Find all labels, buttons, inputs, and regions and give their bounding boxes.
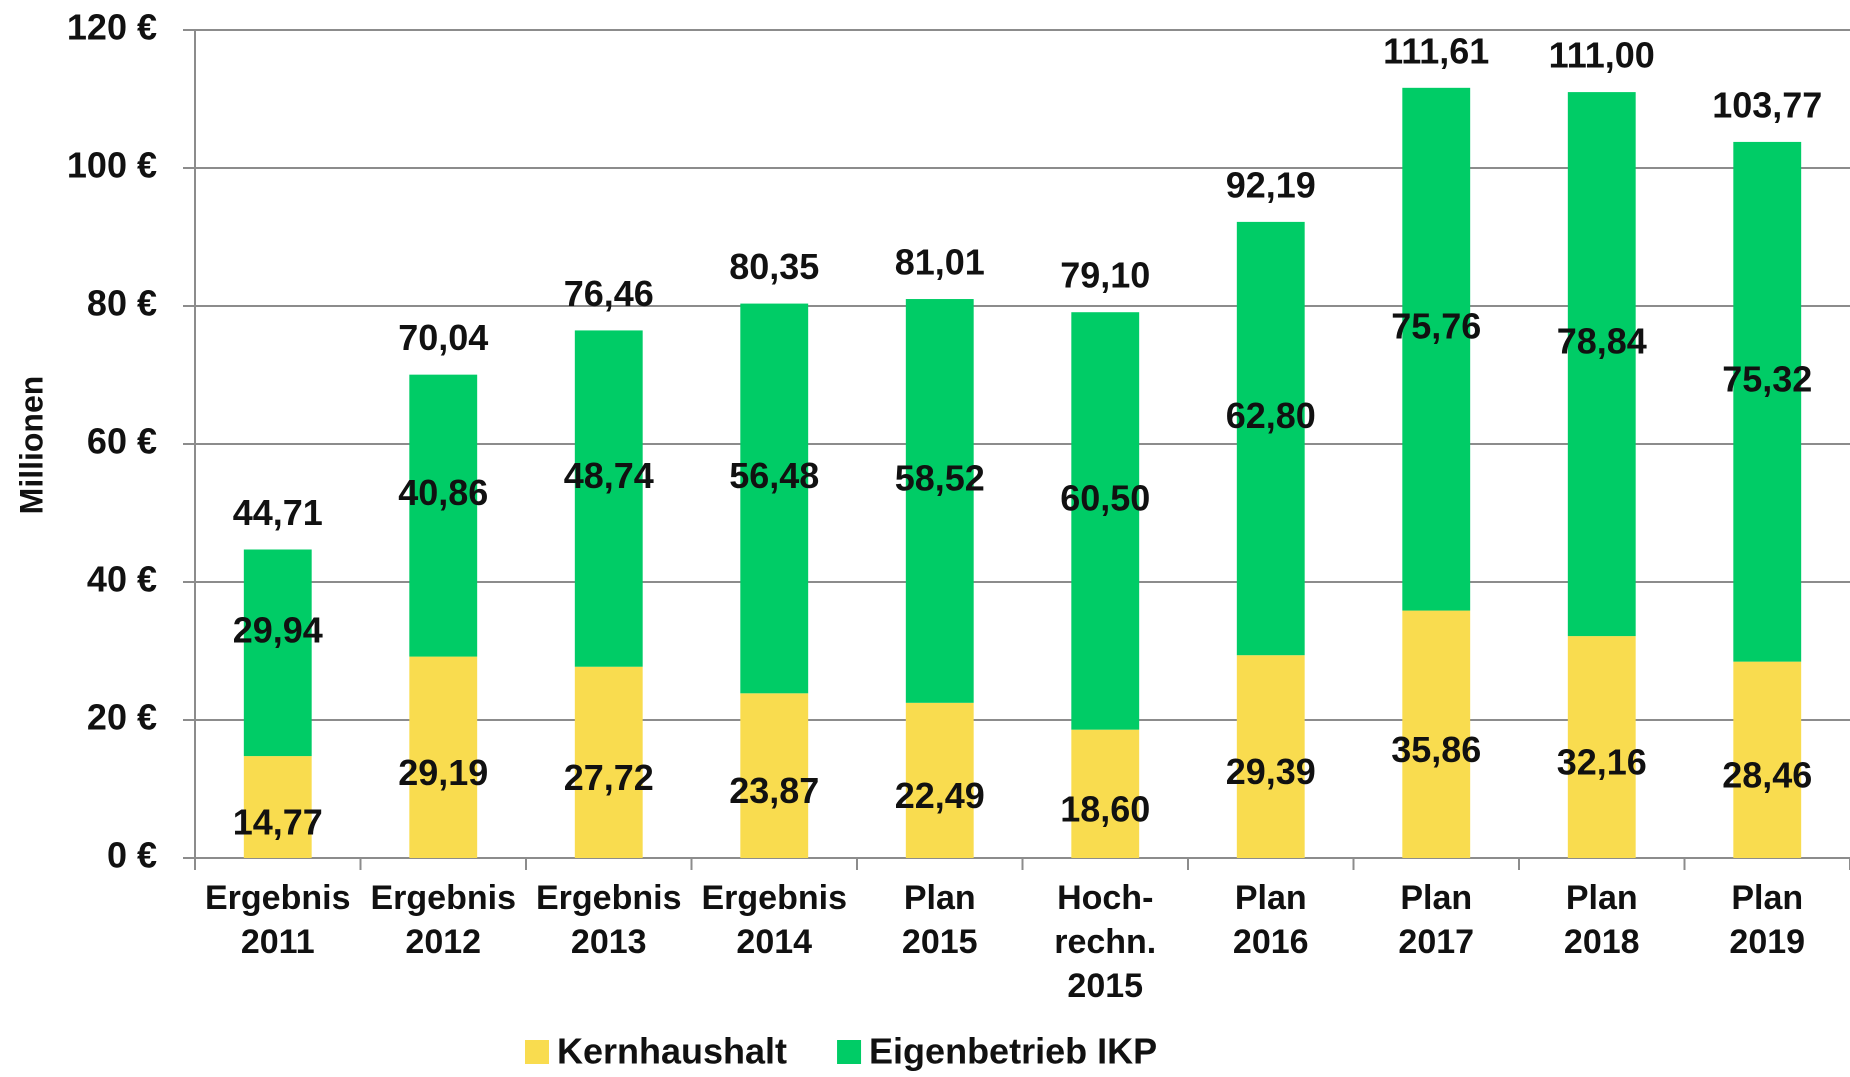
bar-segment (574, 666, 643, 858)
value-label: 75,76 (1391, 306, 1481, 347)
total-label: 70,04 (398, 317, 488, 358)
legend-swatch (837, 1040, 862, 1064)
bar-segment (1071, 729, 1140, 858)
y-tick-label: 20 € (87, 697, 157, 738)
total-label: 92,19 (1226, 164, 1316, 205)
bar-segment (740, 303, 809, 694)
legend-swatch (525, 1040, 549, 1064)
y-axis-label: Millionen (13, 376, 49, 515)
total-label: 44,71 (233, 492, 323, 533)
bar-segment (409, 374, 478, 657)
value-label: 29,39 (1226, 751, 1316, 792)
bar-segment (1733, 661, 1802, 858)
x-tick-label: Ergebnis 2012 (371, 879, 516, 961)
value-label: 48,74 (564, 455, 654, 496)
value-label: 28,46 (1722, 754, 1812, 795)
value-label: 40,86 (398, 472, 488, 513)
y-tick-label: 60 € (87, 421, 157, 462)
total-label: 103,77 (1712, 85, 1822, 126)
bar-segment (574, 330, 643, 667)
y-tick-label: 100 € (67, 145, 157, 186)
value-label: 78,84 (1557, 321, 1647, 362)
value-label: 62,80 (1226, 395, 1316, 436)
value-label: 29,19 (398, 752, 488, 793)
bar-segment (1236, 655, 1305, 858)
x-tick-label: Plan 2017 (1398, 879, 1474, 961)
y-tick-label: 120 € (67, 7, 157, 48)
y-tick-label: 80 € (87, 283, 157, 324)
total-label: 111,00 (1549, 35, 1655, 76)
value-label: 22,49 (895, 775, 985, 816)
value-label: 29,94 (233, 609, 323, 650)
value-label: 14,77 (233, 802, 323, 843)
bar-segment (1733, 141, 1802, 662)
x-tick-label: Ergebnis 2013 (536, 879, 681, 961)
x-tick-label: Ergebnis 2014 (702, 879, 847, 961)
x-tick-label: Plan 2016 (1233, 879, 1309, 961)
x-tick-label: Plan 2019 (1729, 879, 1805, 961)
bar-segment (1402, 610, 1471, 858)
value-label: 58,52 (895, 457, 985, 498)
bar-segment (409, 656, 478, 858)
bar-segment (740, 693, 809, 858)
bar-segment (1567, 636, 1636, 858)
total-label: 81,01 (895, 242, 985, 283)
bar-segment (905, 299, 974, 703)
x-tick-label: Ergebnis 2011 (205, 879, 350, 961)
x-tick-label: Plan 2018 (1564, 879, 1640, 961)
value-label: 35,86 (1391, 729, 1481, 770)
y-tick-label: 0 € (107, 835, 157, 876)
total-label: 111,61 (1383, 30, 1489, 71)
y-tick-label: 40 € (87, 559, 157, 600)
x-tick-label: Hoch-rechn. 2015 (1054, 879, 1156, 1005)
value-label: 75,32 (1722, 358, 1812, 399)
bar-segment (243, 549, 312, 757)
value-label: 32,16 (1557, 742, 1647, 783)
legend-label: Kernhaushalt (557, 1031, 787, 1072)
value-label: 23,87 (729, 770, 819, 811)
total-label: 79,10 (1060, 255, 1150, 296)
bar-segment (243, 756, 312, 858)
legend-label: Eigenbetrieb IKP (869, 1031, 1157, 1072)
bar-segment (1071, 312, 1140, 730)
total-label: 80,35 (729, 246, 819, 287)
x-tick-label: Plan 2015 (902, 879, 978, 961)
total-label: 76,46 (564, 273, 654, 314)
bar-segment (1236, 221, 1305, 656)
value-label: 60,50 (1060, 477, 1150, 518)
bar-segment (1567, 92, 1636, 637)
value-label: 56,48 (729, 455, 819, 496)
value-label: 27,72 (564, 757, 654, 798)
value-label: 18,60 (1060, 788, 1150, 829)
bar-segment (1402, 87, 1471, 611)
bar-segment (905, 702, 974, 858)
